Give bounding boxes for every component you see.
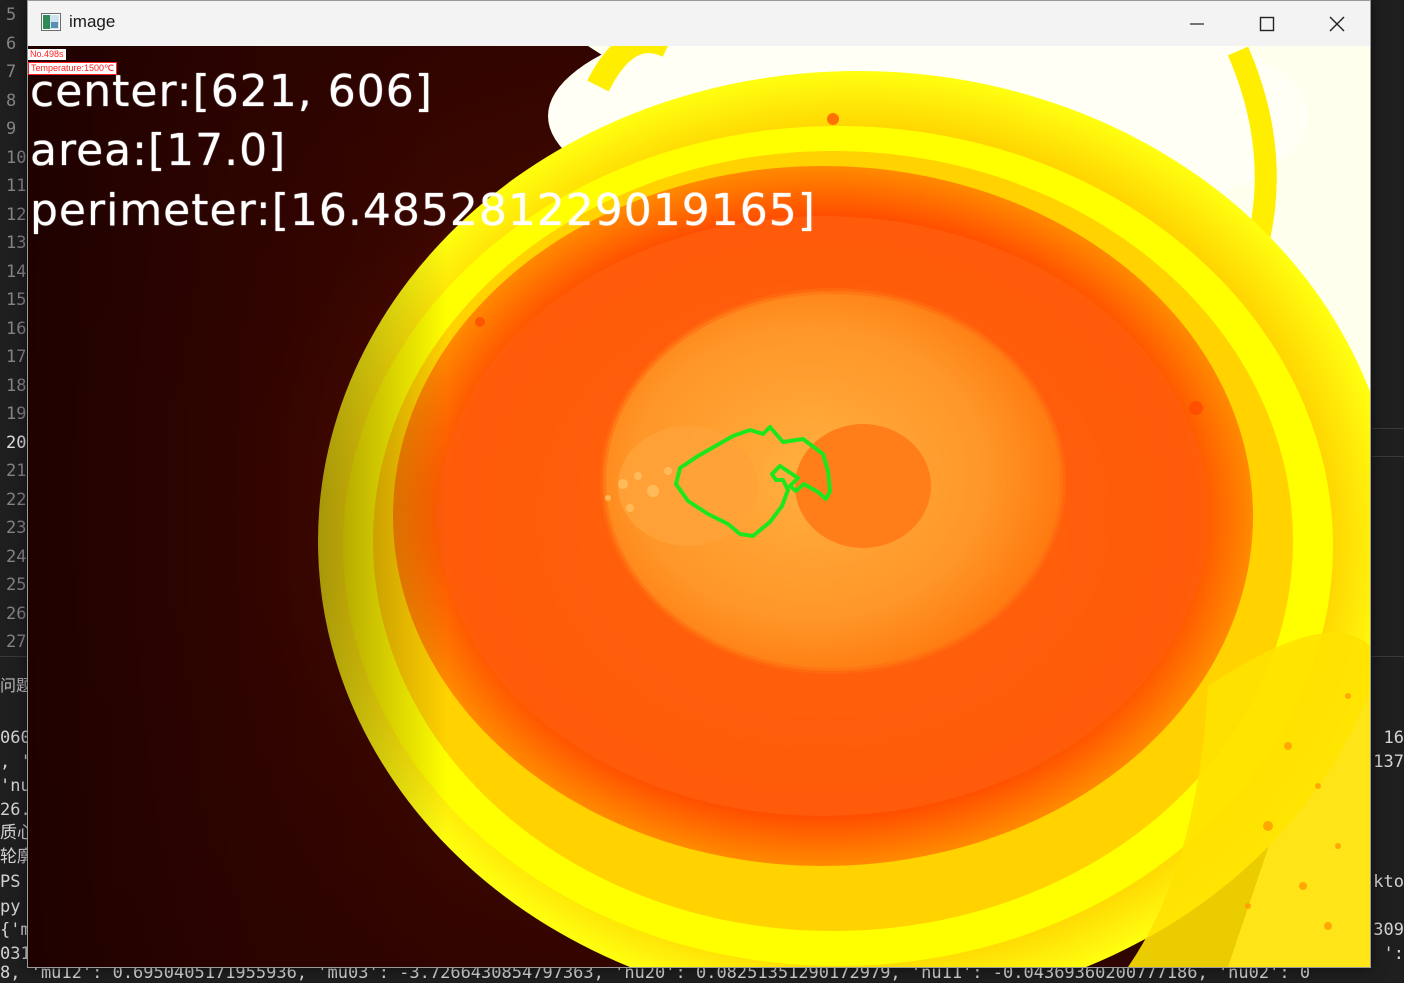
line-number: 14 bbox=[6, 262, 27, 282]
line-number-gutter: 5 6 7 8 9 10 11 12 13 14 15 16 17 18 19 … bbox=[0, 0, 30, 660]
line-number: 16 bbox=[6, 319, 27, 339]
terminal-line: , ' bbox=[0, 752, 31, 772]
thermal-melt-image bbox=[28, 46, 1370, 967]
terminal-line: 309 bbox=[1373, 920, 1404, 940]
terminal-line: 26. bbox=[0, 800, 31, 820]
terminal-line: ': bbox=[1383, 944, 1404, 964]
line-number-active: 20 bbox=[6, 433, 27, 453]
line-number: 12 bbox=[6, 205, 27, 225]
perimeter-readout: perimeter:[16.485281229019165] bbox=[30, 185, 816, 236]
line-number: 13 bbox=[6, 233, 27, 253]
line-number: 22 bbox=[6, 490, 27, 510]
line-number: 5 bbox=[6, 5, 17, 25]
terminal-line: 16 bbox=[1383, 728, 1404, 748]
minimize-icon bbox=[1190, 22, 1204, 25]
line-number: 27 bbox=[6, 632, 27, 652]
terminal-line: 质心 bbox=[0, 823, 34, 843]
terminal-line: kto bbox=[1373, 872, 1404, 892]
area-readout: area:[17.0] bbox=[30, 125, 287, 176]
line-number: 21 bbox=[6, 461, 27, 481]
title-bar[interactable]: image bbox=[28, 1, 1370, 46]
temperature-tag: Temperature:1500℃ bbox=[28, 62, 118, 75]
image-canvas: No.498s Temperature:1500℃ center:[621, 6… bbox=[28, 46, 1370, 967]
tab-problems[interactable]: 问题 bbox=[0, 676, 33, 695]
line-number: 24 bbox=[6, 547, 27, 567]
terminal-line: 137 bbox=[1373, 752, 1404, 772]
terminal-line: 'nu bbox=[0, 776, 31, 796]
terminal-output-line: 8, 'mu12': 0.6950405171955936, 'mu03': -… bbox=[0, 963, 1311, 983]
maximize-button[interactable] bbox=[1232, 1, 1302, 46]
line-number: 19 bbox=[6, 404, 27, 424]
line-number: 23 bbox=[6, 518, 27, 538]
terminal-line: 轮廓 bbox=[0, 847, 34, 867]
maximize-icon bbox=[1259, 16, 1275, 31]
terminal-line: py bbox=[0, 897, 21, 917]
app-icon bbox=[41, 13, 61, 31]
line-number: 7 bbox=[6, 62, 17, 82]
frame-time-tag: No.498s bbox=[28, 49, 66, 60]
terminal-line: 031 bbox=[0, 944, 31, 964]
terminal-line: 060 bbox=[0, 728, 31, 748]
close-icon bbox=[1329, 16, 1345, 31]
window-title: image bbox=[69, 12, 116, 31]
close-button[interactable] bbox=[1302, 1, 1370, 46]
terminal-line: PS bbox=[0, 872, 21, 892]
minimize-button[interactable] bbox=[1162, 1, 1232, 46]
line-number: 17 bbox=[6, 347, 27, 367]
melt-contour bbox=[674, 425, 832, 538]
line-number: 25 bbox=[6, 575, 27, 595]
line-number: 9 bbox=[6, 119, 17, 139]
line-number: 8 bbox=[6, 91, 17, 111]
line-number: 6 bbox=[6, 34, 17, 54]
line-number: 18 bbox=[6, 376, 27, 396]
line-number: 11 bbox=[6, 176, 27, 196]
line-number: 26 bbox=[6, 604, 27, 624]
image-window[interactable]: image bbox=[27, 0, 1371, 968]
editor-divider bbox=[1372, 456, 1404, 457]
terminal-line: {'m bbox=[0, 920, 31, 940]
line-number: 10 bbox=[6, 148, 27, 168]
center-readout: center:[621, 606] bbox=[30, 66, 433, 117]
editor-divider bbox=[1372, 428, 1404, 429]
line-number: 15 bbox=[6, 290, 27, 310]
